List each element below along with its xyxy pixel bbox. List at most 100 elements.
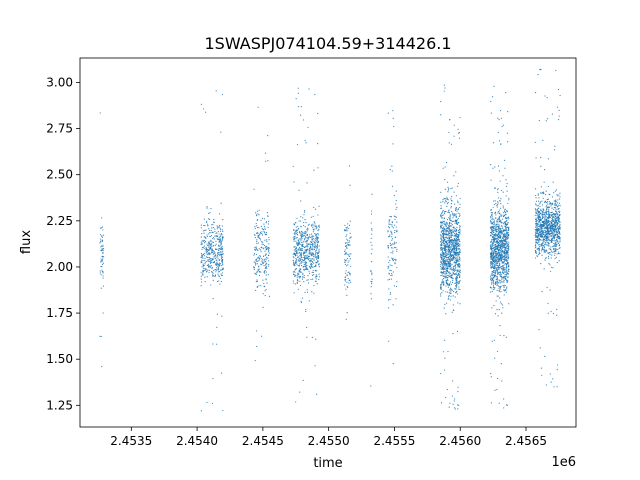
data-point xyxy=(296,243,299,245)
data-point xyxy=(497,267,499,269)
data-point xyxy=(293,282,295,284)
data-point xyxy=(102,262,105,264)
data-point xyxy=(220,228,222,230)
data-point xyxy=(263,218,265,220)
data-point xyxy=(545,206,547,208)
data-point xyxy=(443,211,446,213)
data-point xyxy=(218,275,220,277)
data-point xyxy=(490,217,492,219)
data-point xyxy=(542,245,544,247)
data-point xyxy=(218,266,220,268)
data-point xyxy=(457,404,459,406)
data-point xyxy=(534,231,536,233)
data-point xyxy=(387,256,389,258)
data-point xyxy=(501,245,503,248)
data-point xyxy=(102,275,104,277)
data-point xyxy=(253,253,256,255)
data-point xyxy=(256,279,258,281)
data-point xyxy=(453,262,455,264)
data-point xyxy=(263,286,266,288)
data-point xyxy=(502,227,504,229)
data-point xyxy=(506,243,508,245)
data-point xyxy=(538,244,541,246)
data-point xyxy=(209,265,211,267)
data-point xyxy=(503,407,505,409)
data-point xyxy=(446,237,448,240)
data-point xyxy=(263,223,265,225)
data-point xyxy=(499,231,501,234)
data-point xyxy=(296,217,298,219)
data-point xyxy=(101,266,103,268)
data-point xyxy=(458,276,461,278)
data-point xyxy=(537,74,539,76)
data-point xyxy=(350,265,352,267)
data-point xyxy=(442,201,444,203)
data-point xyxy=(210,253,212,255)
data-point xyxy=(295,222,297,224)
data-point xyxy=(492,280,495,282)
data-point xyxy=(204,263,206,265)
data-point xyxy=(455,206,457,209)
data-point xyxy=(312,231,314,233)
data-point xyxy=(209,229,211,231)
data-point xyxy=(493,229,495,231)
data-point xyxy=(456,226,458,228)
data-point xyxy=(491,256,493,258)
data-point xyxy=(299,251,301,254)
data-point xyxy=(508,248,510,250)
data-point xyxy=(455,286,458,288)
data-point xyxy=(299,259,301,262)
data-point xyxy=(549,270,552,272)
data-point xyxy=(503,256,505,258)
data-point xyxy=(315,236,317,239)
data-point xyxy=(262,293,264,295)
data-point xyxy=(459,245,461,247)
data-point xyxy=(314,255,316,257)
data-point xyxy=(211,249,213,251)
plot-frame xyxy=(79,57,577,428)
data-point xyxy=(209,246,211,248)
data-point xyxy=(396,285,398,288)
data-point xyxy=(219,236,221,238)
data-point xyxy=(302,261,304,263)
data-point xyxy=(101,235,103,237)
data-point xyxy=(218,226,220,229)
data-point xyxy=(345,270,347,272)
data-point xyxy=(306,244,308,246)
data-point xyxy=(504,277,506,279)
data-point xyxy=(221,262,224,264)
data-point xyxy=(494,224,496,226)
data-point xyxy=(495,300,497,302)
data-point xyxy=(444,245,446,248)
data-point xyxy=(207,256,209,259)
data-point xyxy=(260,219,262,221)
data-point xyxy=(537,217,539,219)
data-point xyxy=(459,256,461,258)
data-point xyxy=(257,260,259,262)
data-point xyxy=(219,251,221,254)
data-point xyxy=(101,255,103,257)
data-point xyxy=(298,249,300,251)
data-point xyxy=(219,244,221,246)
data-point xyxy=(491,216,493,218)
data-point xyxy=(442,266,445,268)
data-point xyxy=(209,240,211,242)
data-point xyxy=(490,248,492,250)
data-point xyxy=(259,256,262,258)
data-point xyxy=(299,243,301,245)
data-point xyxy=(559,192,561,194)
data-point xyxy=(543,241,545,243)
data-point xyxy=(494,283,497,285)
data-point xyxy=(503,216,505,218)
data-point xyxy=(539,222,541,224)
data-point xyxy=(254,247,256,249)
data-point xyxy=(305,308,307,311)
data-point xyxy=(308,236,310,238)
data-point xyxy=(312,269,314,272)
data-point xyxy=(505,404,508,406)
data-point xyxy=(220,246,222,248)
data-point xyxy=(505,234,508,236)
data-point xyxy=(293,264,295,266)
data-point xyxy=(310,263,313,265)
data-point xyxy=(346,275,348,277)
